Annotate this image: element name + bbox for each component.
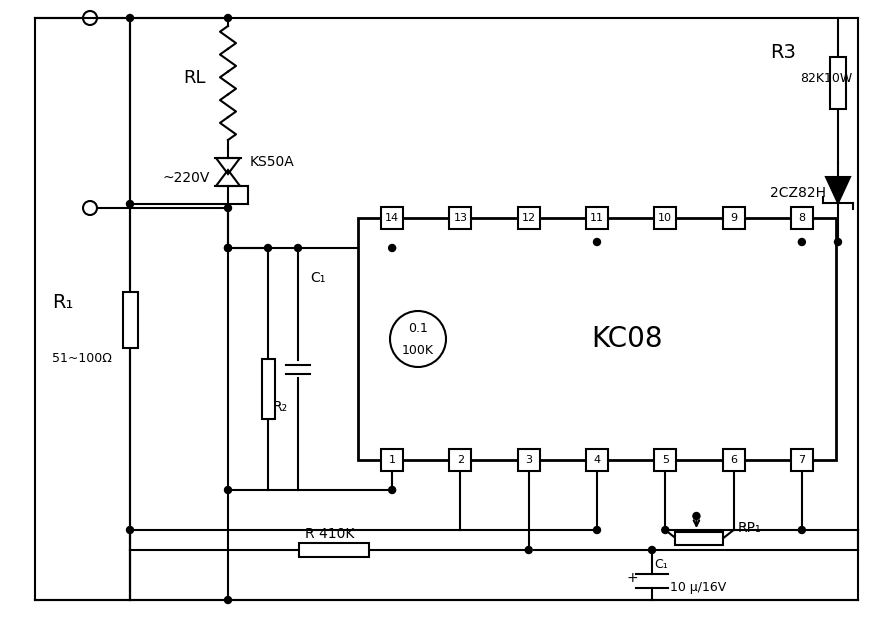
Text: 11: 11: [590, 213, 604, 223]
Circle shape: [594, 238, 601, 245]
Text: 100K: 100K: [402, 343, 434, 357]
Circle shape: [798, 526, 805, 533]
Bar: [450, 449, 471, 471]
Text: 13: 13: [453, 213, 468, 223]
Text: 14: 14: [385, 213, 400, 223]
Text: ~220V: ~220V: [163, 171, 210, 185]
Bar: [381, 449, 403, 471]
Bar: [722, 207, 745, 229]
Text: KC08: KC08: [591, 325, 662, 353]
Text: RP₁: RP₁: [738, 521, 761, 535]
Bar: [830, 57, 846, 109]
Text: 2CZ82H: 2CZ82H: [770, 186, 826, 200]
Bar: [586, 207, 608, 229]
Bar: [299, 543, 369, 557]
Circle shape: [834, 238, 841, 245]
Text: 0.1: 0.1: [408, 323, 428, 335]
Circle shape: [648, 547, 655, 554]
Text: 10: 10: [658, 213, 672, 223]
Text: 82K10W: 82K10W: [800, 72, 852, 84]
Circle shape: [594, 526, 601, 533]
Circle shape: [525, 547, 532, 554]
Text: 5: 5: [662, 455, 669, 465]
Circle shape: [224, 245, 232, 252]
Circle shape: [798, 238, 805, 245]
Circle shape: [389, 245, 396, 252]
Text: R3: R3: [770, 43, 796, 62]
Text: 4: 4: [594, 455, 601, 465]
Bar: [262, 359, 274, 419]
Polygon shape: [826, 177, 850, 203]
Circle shape: [294, 245, 301, 252]
Bar: [586, 449, 608, 471]
Bar: [676, 532, 723, 545]
Circle shape: [126, 201, 133, 208]
Text: R₂: R₂: [273, 400, 288, 414]
Text: R 410K: R 410K: [305, 527, 354, 541]
Text: R₁: R₁: [52, 292, 73, 311]
Bar: [381, 207, 403, 229]
Text: KS50A: KS50A: [250, 155, 295, 169]
Bar: [654, 207, 676, 229]
Text: 12: 12: [522, 213, 536, 223]
Bar: [791, 449, 813, 471]
Text: 2: 2: [457, 455, 464, 465]
Bar: [122, 292, 138, 348]
Circle shape: [224, 14, 232, 21]
Text: C₁: C₁: [310, 271, 325, 285]
Text: C₁: C₁: [654, 557, 668, 571]
Bar: [791, 207, 813, 229]
Circle shape: [693, 513, 700, 520]
Text: +: +: [626, 571, 637, 585]
Circle shape: [265, 245, 272, 252]
Text: RL: RL: [183, 69, 206, 87]
Circle shape: [224, 204, 232, 211]
Circle shape: [224, 486, 232, 494]
Circle shape: [224, 596, 232, 603]
Bar: [450, 207, 471, 229]
Text: 10 μ/16V: 10 μ/16V: [670, 581, 726, 594]
Bar: [518, 207, 540, 229]
Text: 1: 1: [389, 455, 396, 465]
Circle shape: [224, 245, 232, 252]
Circle shape: [389, 486, 396, 494]
Bar: [518, 449, 540, 471]
Circle shape: [662, 526, 669, 533]
Text: 7: 7: [798, 455, 805, 465]
Bar: [722, 449, 745, 471]
Circle shape: [126, 14, 133, 21]
Text: 9: 9: [730, 213, 738, 223]
Bar: [358, 218, 836, 460]
Text: 8: 8: [798, 213, 805, 223]
Bar: [654, 449, 676, 471]
Text: 3: 3: [525, 455, 532, 465]
Circle shape: [126, 526, 133, 533]
Text: 51~100Ω: 51~100Ω: [52, 352, 112, 364]
Text: 6: 6: [730, 455, 737, 465]
